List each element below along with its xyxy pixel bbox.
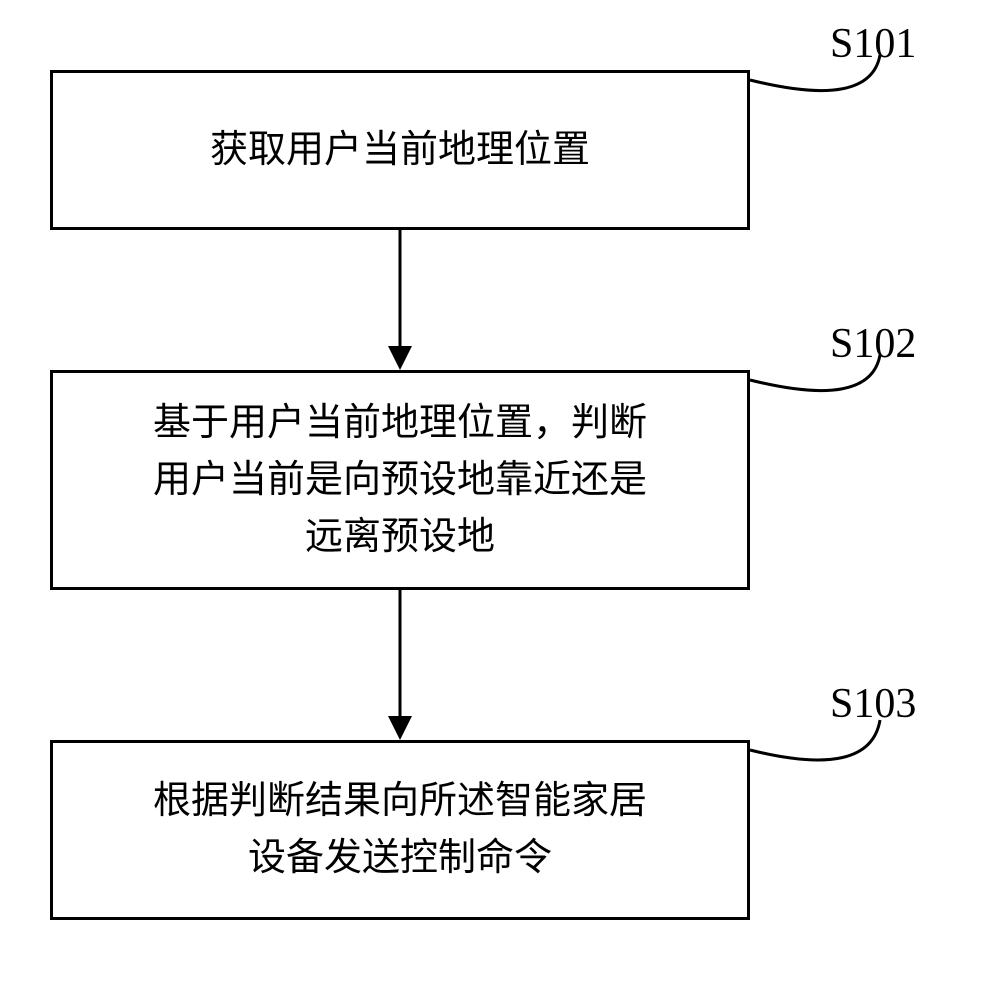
flowchart-node-s102: 基于用户当前地理位置，判断 用户当前是向预设地靠近还是 远离预设地 [50,370,750,590]
step-label-s102: S102 [830,320,916,368]
step-label-s103: S103 [830,680,916,728]
node-text: 获取用户当前地理位置 [194,114,606,187]
node-text: 基于用户当前地理位置，判断 用户当前是向预设地靠近还是 远离预设地 [137,387,663,574]
flowchart-canvas: 获取用户当前地理位置 S101 基于用户当前地理位置，判断 用户当前是向预设地靠… [0,0,982,1000]
flowchart-node-s103: 根据判断结果向所述智能家居 设备发送控制命令 [50,740,750,920]
step-label-s101: S101 [830,20,916,68]
node-text: 根据判断结果向所述智能家居 设备发送控制命令 [137,765,663,895]
flowchart-node-s101: 获取用户当前地理位置 [50,70,750,230]
